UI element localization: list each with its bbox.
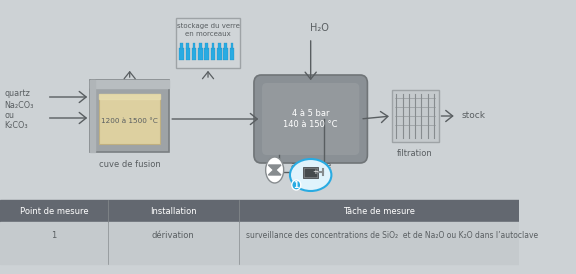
Text: autoclave: autoclave bbox=[290, 161, 331, 170]
Text: 4 à 5 bar
140 à 150 °C: 4 à 5 bar 140 à 150 °C bbox=[283, 109, 338, 129]
Text: +: + bbox=[312, 169, 318, 175]
Bar bbox=[99, 94, 160, 99]
Bar bbox=[218, 43, 221, 49]
Ellipse shape bbox=[292, 180, 301, 190]
Ellipse shape bbox=[290, 159, 331, 191]
Bar bbox=[187, 43, 189, 49]
Text: 1200 à 1500 °C: 1200 à 1500 °C bbox=[101, 118, 158, 124]
Text: Installation: Installation bbox=[150, 207, 196, 215]
Text: cuve de fusion: cuve de fusion bbox=[99, 160, 161, 169]
Bar bbox=[90, 80, 169, 152]
Bar bbox=[192, 48, 196, 60]
Text: K₂CO₃: K₂CO₃ bbox=[5, 121, 28, 130]
FancyBboxPatch shape bbox=[254, 75, 367, 163]
FancyBboxPatch shape bbox=[262, 83, 359, 155]
Bar bbox=[304, 167, 318, 178]
Text: en morceaux: en morceaux bbox=[185, 31, 231, 37]
Bar bbox=[205, 43, 208, 49]
Text: surveillance des concentrations de SiO₂  et de Na₂O ou K₂O dans l’autoclave: surveillance des concentrations de SiO₂ … bbox=[246, 232, 538, 241]
Bar bbox=[199, 43, 202, 49]
Bar bbox=[204, 48, 209, 60]
Bar bbox=[211, 43, 214, 49]
Bar bbox=[223, 48, 228, 60]
Text: ou: ou bbox=[5, 112, 14, 121]
Text: stockage du verre: stockage du verre bbox=[177, 23, 240, 29]
Ellipse shape bbox=[266, 157, 283, 183]
Text: H₂O: H₂O bbox=[310, 23, 329, 33]
Text: dérivation: dérivation bbox=[152, 232, 195, 241]
Bar bbox=[179, 48, 184, 60]
Bar bbox=[224, 43, 227, 49]
Text: Tâche de mesure: Tâche de mesure bbox=[343, 207, 415, 215]
Text: stock: stock bbox=[461, 112, 485, 121]
Bar bbox=[0, 200, 519, 222]
Bar bbox=[0, 222, 519, 264]
Text: 1: 1 bbox=[294, 181, 299, 190]
Bar bbox=[305, 169, 316, 176]
Polygon shape bbox=[268, 169, 281, 175]
Bar bbox=[193, 43, 195, 49]
Polygon shape bbox=[268, 165, 281, 171]
Bar bbox=[211, 48, 215, 60]
Bar bbox=[198, 48, 203, 60]
Bar bbox=[230, 43, 233, 49]
Bar bbox=[180, 43, 183, 49]
Bar bbox=[90, 80, 94, 152]
Text: Point de mesure: Point de mesure bbox=[20, 207, 88, 215]
Text: quartz: quartz bbox=[5, 89, 31, 98]
Text: filtration: filtration bbox=[397, 149, 433, 158]
Bar bbox=[185, 48, 190, 60]
Bar bbox=[90, 80, 169, 88]
Bar bbox=[230, 48, 234, 60]
Bar bbox=[392, 90, 438, 142]
Bar bbox=[176, 18, 240, 68]
Bar bbox=[99, 94, 160, 144]
Text: 1: 1 bbox=[51, 232, 56, 241]
Text: Na₂CO₃: Na₂CO₃ bbox=[5, 101, 34, 110]
Bar bbox=[217, 48, 222, 60]
